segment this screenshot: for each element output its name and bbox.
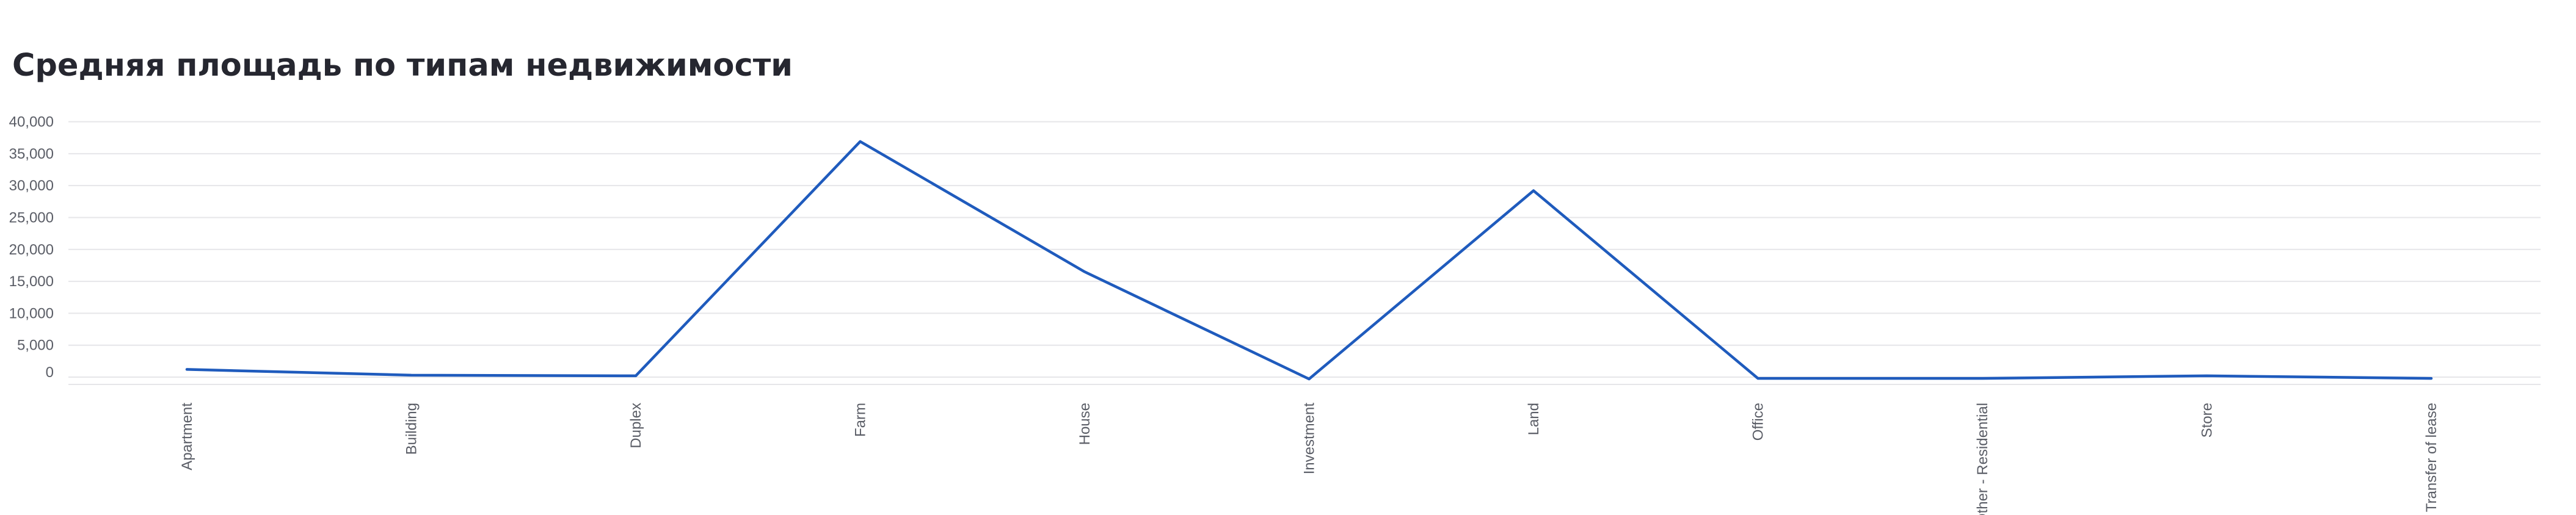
- y-tick-label: 15,000: [9, 273, 54, 290]
- x-tick-label: Office: [1750, 403, 1767, 441]
- y-tick-label: 40,000: [9, 114, 54, 131]
- x-tick-label: Investment: [1301, 403, 1318, 475]
- x-axis-ticks: Apartment Building Duplex Farm House Investme…: [179, 403, 2440, 515]
- data-point[interactable]: [1306, 375, 1313, 383]
- y-tick-label: 35,000: [9, 146, 54, 162]
- data-point[interactable]: [1081, 268, 1088, 275]
- x-tick-label: Duplex: [628, 403, 644, 448]
- y-tick-label: 30,000: [9, 178, 54, 194]
- data-point[interactable]: [857, 138, 864, 145]
- data-point[interactable]: [1755, 375, 1762, 382]
- data-point[interactable]: [632, 372, 639, 380]
- x-tick-label: Land: [1526, 403, 1542, 435]
- x-tick-label: Building: [404, 403, 420, 455]
- grid-lines: [68, 121, 2541, 385]
- y-axis-ticks: 40,000 35,000 30,000 25,000 20,000 15,000 10,0…: [9, 114, 54, 381]
- data-point[interactable]: [1979, 375, 1986, 382]
- chart-title: Средняя площадь по типам недвижимости: [12, 48, 793, 84]
- y-tick-label: 25,000: [9, 209, 54, 226]
- y-tick-label: 10,000: [9, 305, 54, 322]
- x-tick-label: Other - Residential: [1974, 403, 1991, 515]
- data-point[interactable]: [1530, 187, 1537, 194]
- y-tick-label: 20,000: [9, 242, 54, 258]
- x-tick-label: House: [1077, 403, 1093, 445]
- series-line: [185, 140, 2433, 381]
- x-tick-label: Farm: [853, 403, 869, 437]
- y-tick-label: 0: [46, 364, 54, 381]
- data-point[interactable]: [2428, 375, 2435, 382]
- data-point[interactable]: [408, 372, 415, 379]
- series-layer: [183, 138, 2435, 383]
- data-point[interactable]: [183, 366, 191, 373]
- y-tick-label: 5,000: [17, 337, 54, 354]
- x-tick-label: Store: [2199, 403, 2216, 438]
- x-tick-label: Apartment: [179, 403, 195, 470]
- x-tick-label: Transfer of lease: [2423, 403, 2440, 512]
- data-point[interactable]: [2203, 372, 2211, 380]
